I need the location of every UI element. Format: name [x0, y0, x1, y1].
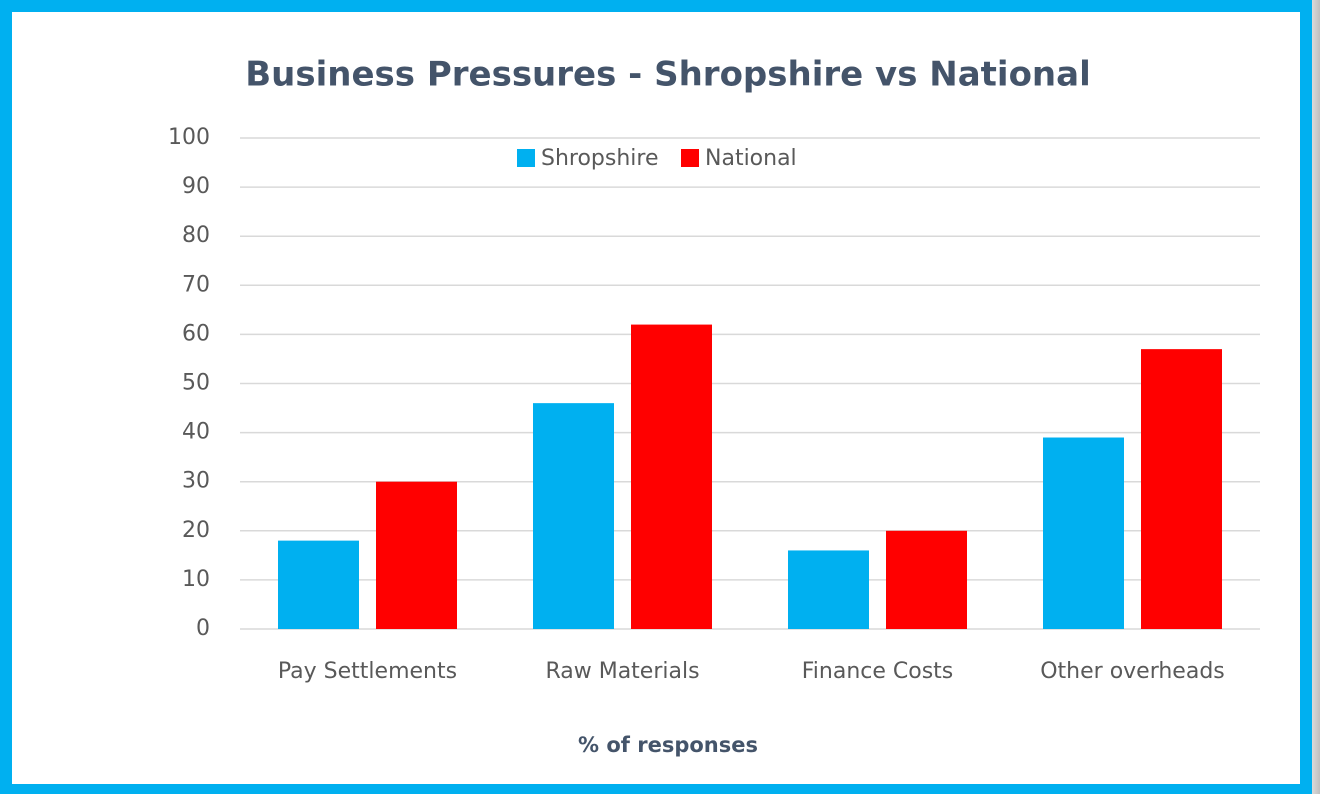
x-tick-label: Raw Materials	[545, 659, 699, 684]
legend-label: National	[705, 146, 797, 171]
x-tick-label: Finance Costs	[802, 659, 954, 684]
y-tick-label: 100	[168, 125, 210, 150]
chart-title: Business Pressures - Shropshire vs Natio…	[245, 55, 1090, 95]
y-tick-label: 0	[196, 616, 210, 641]
legend-swatch	[517, 149, 535, 167]
bar	[1043, 437, 1124, 629]
y-tick-label: 50	[182, 371, 210, 396]
bar	[278, 540, 359, 629]
x-tick-label: Other overheads	[1040, 659, 1225, 684]
y-tick-label: 20	[182, 518, 210, 543]
y-tick-label: 80	[182, 223, 210, 248]
y-tick-label: 60	[182, 321, 210, 346]
bar	[1141, 349, 1222, 629]
x-tick-label: Pay Settlements	[278, 659, 457, 684]
y-tick-label: 30	[182, 469, 210, 494]
bar	[533, 403, 614, 629]
bar	[631, 324, 712, 629]
y-tick-label: 90	[182, 174, 210, 199]
legend-label: Shropshire	[541, 146, 659, 171]
y-tick-label: 10	[182, 567, 210, 592]
x-axis-title: % of responses	[578, 733, 758, 757]
bar	[788, 550, 869, 629]
legend-swatch	[681, 149, 699, 167]
y-tick-label: 70	[182, 272, 210, 297]
bar	[376, 481, 457, 629]
bar	[886, 530, 967, 629]
y-tick-label: 40	[182, 420, 210, 445]
